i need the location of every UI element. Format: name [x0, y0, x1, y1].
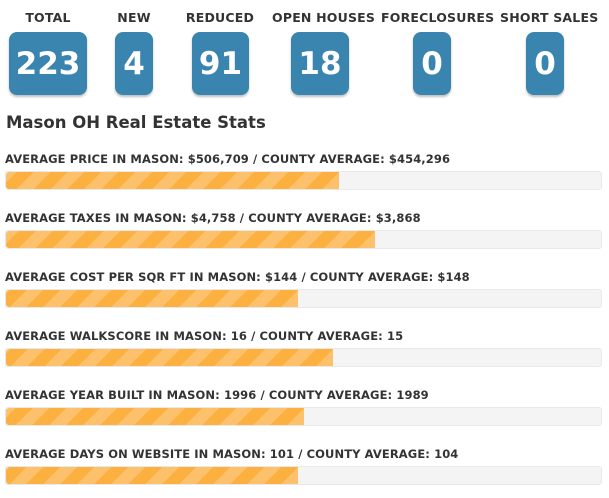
counter-value-button[interactable]: 18 — [291, 32, 349, 95]
stat-average-days-on-website: AVERAGE DAYS ON WEBSITE IN MASON: 101 / … — [5, 447, 602, 485]
listing-counters: TOTAL 223 NEW 4 REDUCED 91 OPEN HOUSES 1… — [0, 0, 609, 100]
stat-average-year-built: AVERAGE YEAR BUILT IN MASON: 1996 / COUN… — [5, 388, 602, 426]
stat-bar-track — [5, 407, 602, 426]
counter-value-button[interactable]: 91 — [192, 32, 249, 95]
counter-label: REDUCED — [185, 10, 255, 25]
stat-label: AVERAGE TAXES IN MASON: $4,758 / COUNTY … — [5, 211, 421, 225]
stat-bar-fill — [6, 231, 375, 248]
stat-average-taxes: AVERAGE TAXES IN MASON: $4,758 / COUNTY … — [5, 211, 602, 249]
counter-foreclosures: FORECLOSURES 0 — [381, 10, 495, 95]
counter-value-button[interactable]: 4 — [115, 32, 153, 95]
stat-average-price: AVERAGE PRICE IN MASON: $506,709 / COUNT… — [5, 152, 602, 190]
stat-bar-fill — [6, 172, 340, 189]
counter-label: FORECLOSURES — [381, 10, 495, 25]
stat-bar-track — [5, 348, 602, 367]
stat-bar-track — [5, 289, 602, 308]
stat-label: AVERAGE COST PER SQR FT IN MASON: $144 /… — [5, 270, 470, 284]
counter-label: OPEN HOUSES — [272, 10, 376, 25]
stat-label: AVERAGE DAYS ON WEBSITE IN MASON: 101 / … — [5, 447, 459, 461]
counter-total: TOTAL 223 — [8, 10, 88, 95]
stat-label: AVERAGE PRICE IN MASON: $506,709 / COUNT… — [5, 152, 451, 166]
counter-open-houses: OPEN HOUSES 18 — [272, 10, 376, 95]
counter-value-button[interactable]: 0 — [413, 32, 451, 95]
stat-bar-track — [5, 230, 602, 249]
counter-label: TOTAL — [25, 10, 71, 25]
stat-bar-fill — [6, 408, 304, 425]
counter-value-button[interactable]: 223 — [9, 32, 87, 95]
stat-average-cost-per-sqft: AVERAGE COST PER SQR FT IN MASON: $144 /… — [5, 270, 602, 308]
counter-reduced: REDUCED 91 — [182, 10, 258, 95]
stat-bar-fill — [6, 349, 334, 366]
stat-bar-fill — [6, 467, 298, 484]
counter-short-sales: SHORT SALES 0 — [500, 10, 599, 95]
stat-label: AVERAGE YEAR BUILT IN MASON: 1996 / COUN… — [5, 388, 429, 402]
stat-label: AVERAGE WALKSCORE IN MASON: 16 / COUNTY … — [5, 329, 404, 343]
counter-value-button[interactable]: 0 — [526, 32, 564, 95]
counter-new: NEW 4 — [114, 10, 154, 95]
counter-label: SHORT SALES — [500, 10, 599, 25]
stat-bar-track — [5, 466, 602, 485]
stat-bar-track — [5, 171, 602, 190]
stat-bar-fill — [6, 290, 298, 307]
counter-label: NEW — [117, 10, 151, 25]
section-title: Mason OH Real Estate Stats — [6, 113, 266, 132]
stat-average-walkscore: AVERAGE WALKSCORE IN MASON: 16 / COUNTY … — [5, 329, 602, 367]
